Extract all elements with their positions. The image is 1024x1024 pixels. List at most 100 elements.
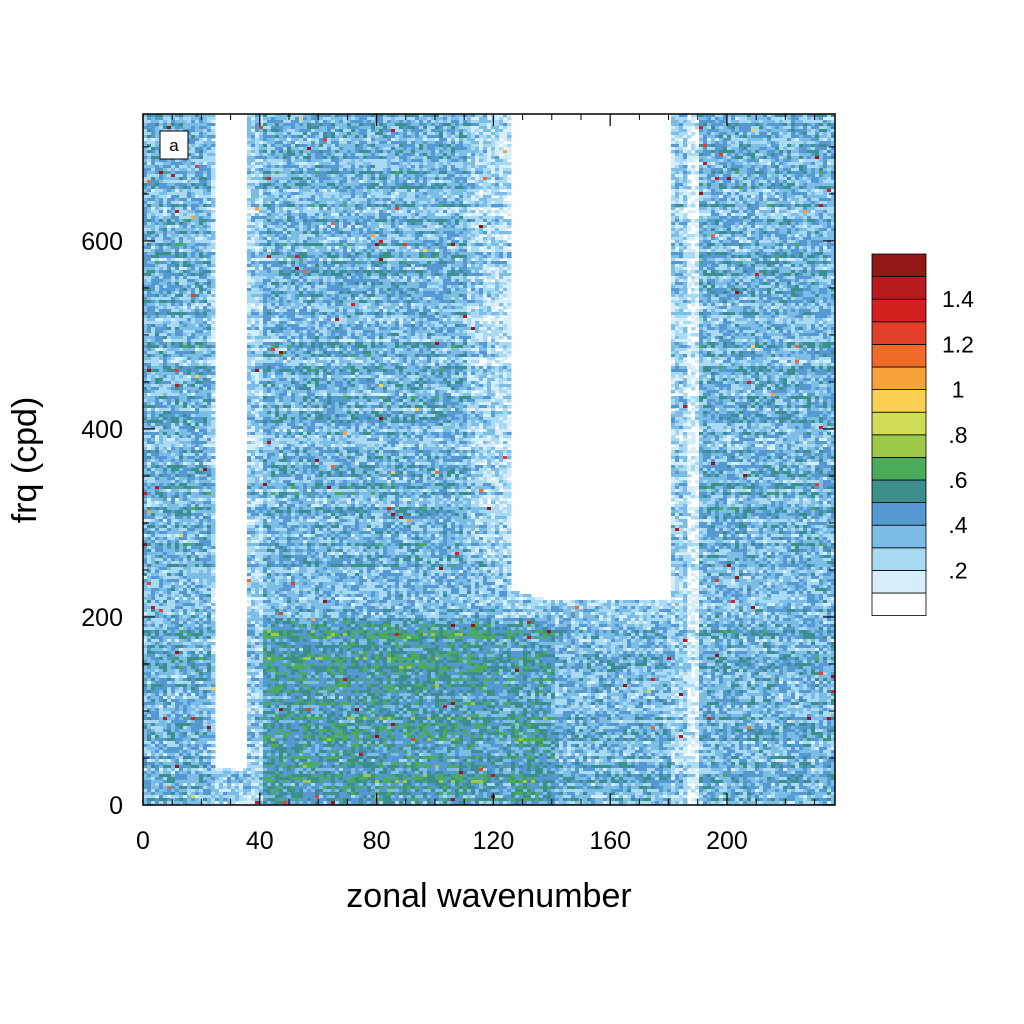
- heatmap-cell: [767, 210, 772, 214]
- heatmap-cell: [747, 126, 752, 130]
- heatmap-cell: [471, 138, 476, 142]
- heatmap-cell: [151, 198, 156, 202]
- heatmap-cell: [379, 153, 384, 157]
- heatmap-cell: [439, 138, 444, 142]
- heatmap-cell: [291, 114, 296, 118]
- heatmap-cell: [267, 222, 272, 226]
- heatmap-cell: [279, 117, 284, 121]
- heatmap-cell: [775, 117, 780, 121]
- heatmap-cell: [767, 222, 772, 226]
- heatmap-cell: [371, 222, 376, 226]
- heatmap-cell: [455, 138, 460, 142]
- heatmap-cell: [739, 141, 744, 145]
- heatmap-cell: [299, 141, 304, 145]
- heatmap-cell: [723, 219, 728, 223]
- heatmap-cell: [699, 231, 704, 235]
- heatmap-cell: [471, 171, 476, 175]
- heatmap-cell: [323, 144, 328, 148]
- heatmap-cell: [259, 156, 264, 160]
- heatmap-cell: [319, 228, 324, 232]
- heatmap-cell: [359, 186, 364, 190]
- heatmap-cell: [499, 165, 504, 169]
- heatmap-cell: [467, 174, 472, 178]
- heatmap-cell: [259, 117, 264, 121]
- heatmap-cell: [727, 216, 732, 220]
- heatmap-cell: [815, 147, 820, 151]
- heatmap-cell: [467, 126, 472, 130]
- heatmap-cell: [483, 150, 488, 154]
- heatmap-cell: [411, 156, 416, 160]
- heatmap-cell: [687, 192, 692, 196]
- heatmap-cell: [751, 162, 756, 166]
- heatmap-cell: [251, 183, 256, 187]
- heatmap-cell: [719, 132, 724, 136]
- heatmap-cell: [351, 201, 356, 205]
- heatmap-cell: [711, 174, 716, 178]
- heatmap-cell: [803, 171, 808, 175]
- heatmap-cell: [795, 231, 800, 235]
- heatmap-cell: [259, 192, 264, 196]
- heatmap-cell: [339, 120, 344, 124]
- heatmap-cell: [399, 201, 404, 205]
- heatmap-cell: [799, 186, 804, 190]
- heatmap-cell: [351, 171, 356, 175]
- heatmap-cell: [435, 177, 440, 181]
- heatmap-cell: [743, 174, 748, 178]
- heatmap-cell: [279, 177, 284, 181]
- heatmap-cell: [487, 192, 492, 196]
- heatmap-cell: [195, 114, 200, 118]
- heatmap-cell: [783, 228, 788, 232]
- heatmap-cell: [359, 156, 364, 160]
- heatmap-cell: [423, 216, 428, 220]
- heatmap-cell: [719, 153, 724, 157]
- heatmap-cell: [475, 120, 480, 124]
- heatmap-cell: [447, 189, 452, 193]
- heatmap-cell: [431, 162, 436, 166]
- heatmap-cell: [287, 228, 292, 232]
- heatmap-cell: [391, 159, 396, 163]
- heatmap-cell: [451, 225, 456, 229]
- heatmap-cell: [159, 117, 164, 121]
- heatmap-cell: [311, 222, 316, 226]
- heatmap-cell: [799, 198, 804, 202]
- heatmap-cell: [747, 123, 752, 127]
- heatmap-cell: [743, 156, 748, 160]
- heatmap-cell: [287, 123, 292, 127]
- heatmap-cell: [347, 213, 352, 217]
- heatmap-cell: [427, 183, 432, 187]
- heatmap-cell: [719, 144, 724, 148]
- heatmap-cell: [299, 174, 304, 178]
- heatmap-cell: [479, 159, 484, 163]
- heatmap-cell: [339, 144, 344, 148]
- heatmap-cell: [739, 180, 744, 184]
- heatmap-cell: [483, 219, 488, 223]
- heatmap-cell: [419, 213, 424, 217]
- heatmap-cell: [671, 171, 676, 175]
- heatmap-cell: [487, 159, 492, 163]
- heatmap-cell: [207, 126, 212, 130]
- heatmap-cell: [767, 138, 772, 142]
- heatmap-cell: [819, 141, 824, 145]
- heatmap-cell: [727, 132, 732, 136]
- heatmap-cell: [707, 201, 712, 205]
- heatmap-cell: [287, 231, 292, 235]
- heatmap-cell: [327, 171, 332, 175]
- heatmap-cell: [355, 219, 360, 223]
- heatmap-cell: [339, 225, 344, 229]
- heatmap-cell: [287, 210, 292, 214]
- heatmap-cell: [723, 180, 728, 184]
- heatmap-cell: [791, 147, 796, 151]
- heatmap-cell: [491, 210, 496, 214]
- heatmap-cell: [495, 168, 500, 172]
- heatmap-cell: [771, 210, 776, 214]
- heatmap-cell: [271, 123, 276, 127]
- heatmap-cell: [803, 132, 808, 136]
- heatmap-cell: [783, 207, 788, 211]
- heatmap-cell: [403, 183, 408, 187]
- heatmap-cell: [779, 192, 784, 196]
- heatmap-cell: [147, 114, 152, 118]
- heatmap-cell: [379, 180, 384, 184]
- heatmap-cell: [339, 117, 344, 121]
- heatmap-cell: [387, 198, 392, 202]
- heatmap-cell: [691, 120, 696, 124]
